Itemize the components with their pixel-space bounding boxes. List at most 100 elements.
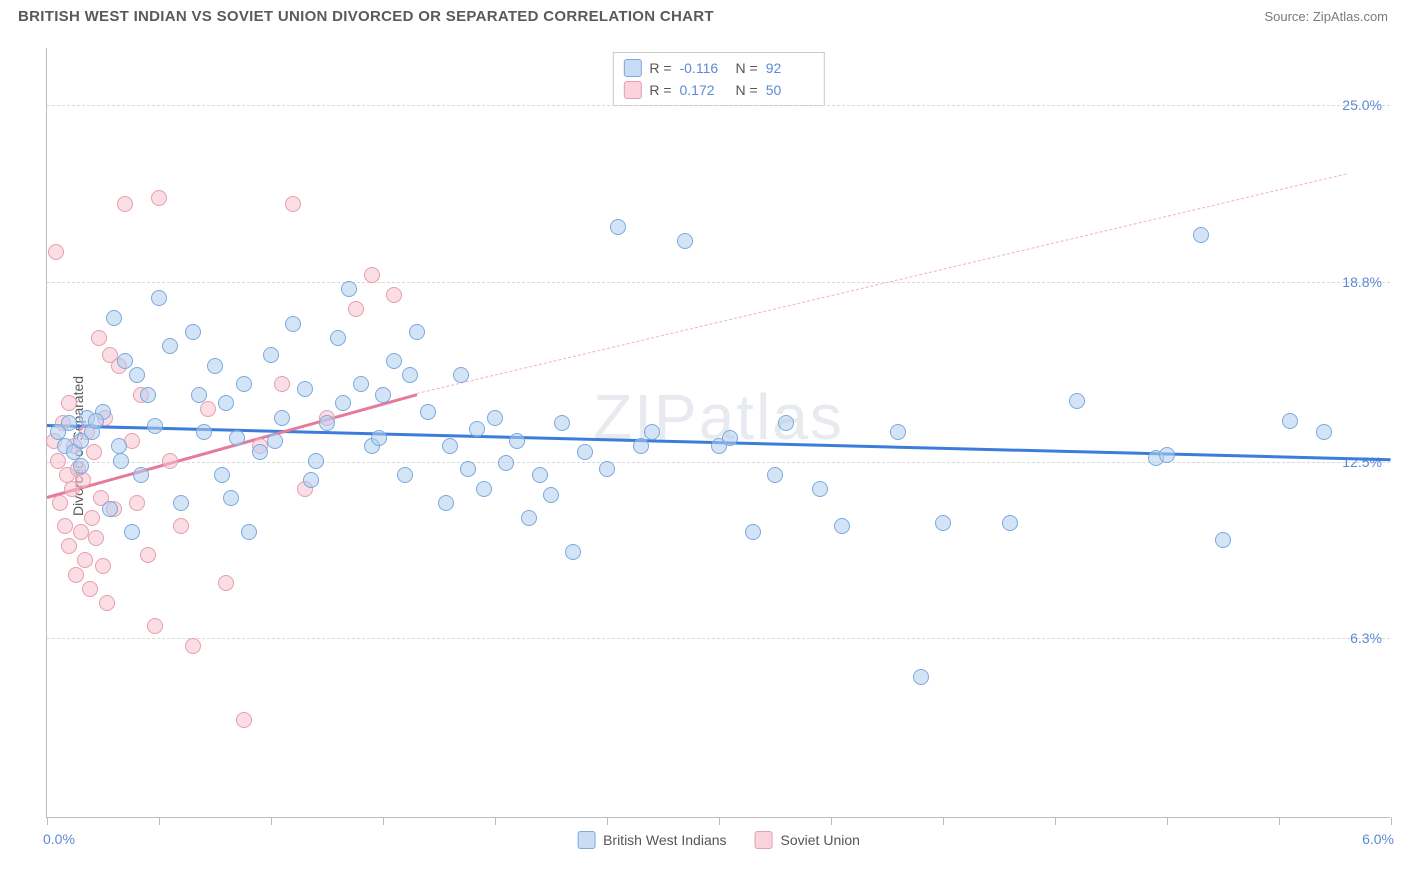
- legend-swatch-pink: [623, 81, 641, 99]
- scatter-point-blue: [88, 413, 104, 429]
- series-legend: British West Indians Soviet Union: [577, 831, 860, 849]
- stat-r-value: -0.116: [680, 60, 728, 76]
- scatter-point-blue: [1282, 413, 1298, 429]
- scatter-point-blue: [476, 481, 492, 497]
- scatter-point-pink: [99, 595, 115, 611]
- scatter-point-blue: [113, 453, 129, 469]
- scatter-point-blue: [335, 395, 351, 411]
- scatter-point-blue: [386, 353, 402, 369]
- x-tick: [831, 817, 832, 825]
- scatter-point-blue: [229, 430, 245, 446]
- scatter-point-blue: [353, 376, 369, 392]
- scatter-point-pink: [50, 453, 66, 469]
- scatter-point-blue: [274, 410, 290, 426]
- scatter-point-blue: [610, 219, 626, 235]
- scatter-point-blue: [241, 524, 257, 540]
- scatter-point-blue: [722, 430, 738, 446]
- stat-r-value: 0.172: [680, 82, 728, 98]
- scatter-point-blue: [834, 518, 850, 534]
- scatter-point-pink: [151, 190, 167, 206]
- scatter-point-blue: [577, 444, 593, 460]
- scatter-point-blue: [285, 316, 301, 332]
- y-tick-label: 6.3%: [1350, 630, 1382, 646]
- chart-title: BRITISH WEST INDIAN VS SOVIET UNION DIVO…: [18, 8, 714, 25]
- scatter-point-blue: [117, 353, 133, 369]
- scatter-point-blue: [151, 290, 167, 306]
- y-tick-label: 18.8%: [1342, 274, 1382, 290]
- grid-line: [47, 638, 1390, 639]
- scatter-point-pink: [57, 518, 73, 534]
- scatter-point-pink: [48, 244, 64, 260]
- scatter-point-blue: [767, 467, 783, 483]
- grid-line: [47, 462, 1390, 463]
- chart-header: BRITISH WEST INDIAN VS SOVIET UNION DIVO…: [0, 0, 1406, 29]
- scatter-point-pink: [52, 495, 68, 511]
- scatter-point-blue: [532, 467, 548, 483]
- scatter-point-blue: [890, 424, 906, 440]
- scatter-point-pink: [73, 524, 89, 540]
- stat-n-label: N =: [736, 60, 758, 76]
- scatter-point-pink: [173, 518, 189, 534]
- scatter-point-blue: [162, 338, 178, 354]
- legend-swatch-blue: [577, 831, 595, 849]
- series-legend-label: British West Indians: [603, 832, 726, 848]
- scatter-point-pink: [129, 495, 145, 511]
- scatter-point-blue: [319, 415, 335, 431]
- scatter-point-blue: [267, 433, 283, 449]
- stat-n-label: N =: [736, 82, 758, 98]
- scatter-point-blue: [207, 358, 223, 374]
- scatter-point-blue: [599, 461, 615, 477]
- scatter-point-blue: [106, 310, 122, 326]
- scatter-point-blue: [644, 424, 660, 440]
- scatter-point-blue: [252, 444, 268, 460]
- x-tick: [383, 817, 384, 825]
- scatter-point-blue: [1215, 532, 1231, 548]
- x-tick: [607, 817, 608, 825]
- x-tick: [1279, 817, 1280, 825]
- scatter-point-pink: [236, 712, 252, 728]
- scatter-point-blue: [778, 415, 794, 431]
- scatter-point-pink: [75, 472, 91, 488]
- scatter-point-pink: [91, 330, 107, 346]
- scatter-point-blue: [375, 387, 391, 403]
- scatter-point-pink: [88, 530, 104, 546]
- series-legend-item: Soviet Union: [755, 831, 860, 849]
- scatter-point-pink: [274, 376, 290, 392]
- scatter-point-blue: [147, 418, 163, 434]
- scatter-point-blue: [223, 490, 239, 506]
- stats-legend: R = -0.116 N = 92 R = 0.172 N = 50: [612, 52, 824, 106]
- scatter-point-pink: [162, 453, 178, 469]
- scatter-point-blue: [263, 347, 279, 363]
- scatter-point-blue: [521, 510, 537, 526]
- scatter-point-blue: [140, 387, 156, 403]
- scatter-point-blue: [330, 330, 346, 346]
- scatter-point-blue: [913, 669, 929, 685]
- x-tick: [47, 817, 48, 825]
- scatter-point-blue: [1002, 515, 1018, 531]
- scatter-point-blue: [469, 421, 485, 437]
- scatter-point-blue: [124, 524, 140, 540]
- x-tick: [159, 817, 160, 825]
- scatter-point-pink: [68, 567, 84, 583]
- trend-line-pink-dashed: [416, 173, 1346, 394]
- scatter-point-blue: [73, 458, 89, 474]
- scatter-point-blue: [677, 233, 693, 249]
- scatter-point-pink: [386, 287, 402, 303]
- scatter-point-pink: [84, 510, 100, 526]
- stat-n-value: 50: [766, 82, 814, 98]
- scatter-point-blue: [402, 367, 418, 383]
- scatter-point-blue: [308, 453, 324, 469]
- x-tick: [1391, 817, 1392, 825]
- scatter-point-pink: [117, 196, 133, 212]
- scatter-point-blue: [191, 387, 207, 403]
- scatter-point-blue: [1159, 447, 1175, 463]
- legend-swatch-blue: [623, 59, 641, 77]
- scatter-point-blue: [812, 481, 828, 497]
- scatter-point-pink: [82, 581, 98, 597]
- scatter-point-pink: [95, 558, 111, 574]
- scatter-point-blue: [102, 501, 118, 517]
- scatter-point-blue: [196, 424, 212, 440]
- scatter-point-blue: [633, 438, 649, 454]
- scatter-point-blue: [1069, 393, 1085, 409]
- scatter-point-blue: [133, 467, 149, 483]
